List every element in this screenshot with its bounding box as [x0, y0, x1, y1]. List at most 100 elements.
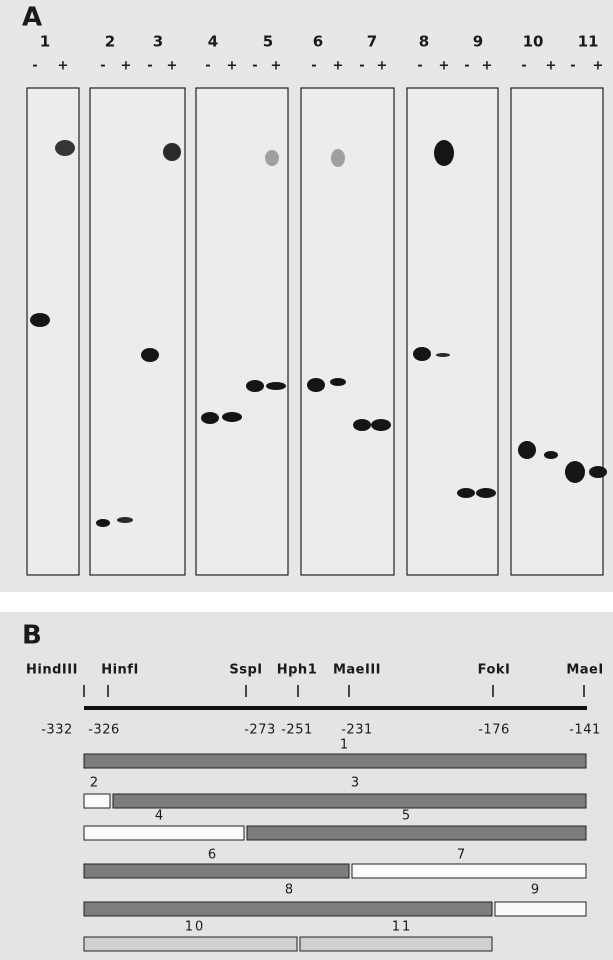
site-name: SspI [229, 663, 262, 678]
gel-strip [26, 87, 80, 576]
fragment-label: 1 [340, 738, 350, 753]
site-position: -273 [244, 723, 276, 738]
site-position: -332 [41, 723, 73, 738]
gel-strip [89, 87, 186, 576]
lane-minus: - [359, 59, 364, 74]
gel-band [117, 517, 133, 523]
fragment-label: 9 [531, 883, 541, 898]
lane-plus: + [593, 59, 604, 74]
lane-plus: + [333, 59, 344, 74]
fragment-bar [83, 901, 493, 917]
lane-minus: - [252, 59, 257, 74]
site-position: -251 [281, 723, 313, 738]
gel-band [457, 488, 475, 498]
fragment-label: 3 [351, 776, 361, 791]
lane-number: 10 [523, 33, 544, 51]
lane-number: 2 [105, 33, 115, 51]
gel-strip [510, 87, 604, 576]
gel-band [55, 140, 75, 156]
gel-band [518, 441, 536, 459]
fragment-bar [83, 936, 298, 952]
gel-band [222, 412, 242, 422]
gel-band [201, 412, 219, 424]
site-position: -231 [341, 723, 373, 738]
fragment-bar [83, 753, 587, 769]
gel-band [371, 419, 391, 431]
gel-band [544, 451, 558, 459]
lane-plus: + [271, 59, 282, 74]
lane-minus: - [570, 59, 575, 74]
gel-band [589, 466, 607, 478]
gel-band [266, 382, 286, 390]
fragment-bar [112, 793, 587, 809]
gel-band [434, 140, 454, 166]
fragment-label: 8 [285, 883, 295, 898]
gel-band [141, 348, 159, 362]
gel-band [413, 347, 431, 361]
gel-band [331, 149, 345, 167]
lane-plus: + [58, 59, 69, 74]
fragment-label: 11 [392, 920, 413, 935]
fragment-bar [351, 863, 587, 879]
lane-number: 8 [419, 33, 429, 51]
fragment-bar [83, 863, 350, 879]
gel-band [307, 378, 325, 392]
fragment-label: 6 [208, 848, 218, 863]
lane-number: 7 [367, 33, 377, 51]
site-name: MaeI [566, 663, 603, 678]
gel-band [30, 313, 50, 327]
lane-plus: + [227, 59, 238, 74]
lane-plus: + [121, 59, 132, 74]
fragment-bar [83, 825, 245, 841]
lane-number: 5 [263, 33, 273, 51]
gel-band [330, 378, 346, 386]
lane-plus: + [377, 59, 388, 74]
site-name: FokI [478, 663, 511, 678]
lane-minus: - [311, 59, 316, 74]
site-name: HindIII [26, 663, 78, 678]
site-name: MaeIII [333, 663, 381, 678]
gel-strip [300, 87, 395, 576]
lane-number: 1 [40, 33, 50, 51]
lane-number: 9 [473, 33, 483, 51]
fragment-bar [83, 793, 111, 809]
fragment-label: 4 [155, 809, 165, 824]
gel-band [265, 150, 279, 166]
lane-number: 6 [313, 33, 323, 51]
fragment-bar [494, 901, 587, 917]
lane-minus: - [147, 59, 152, 74]
gel-band [353, 419, 371, 431]
gel-band [246, 380, 264, 392]
lane-plus: + [482, 59, 493, 74]
gel-strip [406, 87, 499, 576]
lane-minus: - [521, 59, 526, 74]
fragment-label: 7 [457, 848, 467, 863]
fragment-bar [299, 936, 493, 952]
fragment-label: 2 [90, 776, 100, 791]
gel-band [565, 461, 585, 483]
lane-minus: - [464, 59, 469, 74]
gel-band [163, 143, 181, 161]
lane-minus: - [32, 59, 37, 74]
panel-label: B [22, 621, 42, 651]
lane-plus: + [167, 59, 178, 74]
site-position: -176 [478, 723, 510, 738]
gel-strip [195, 87, 289, 576]
fragment-label: 5 [402, 809, 412, 824]
lane-minus: - [417, 59, 422, 74]
lane-number: 11 [578, 33, 599, 51]
lane-number: 3 [153, 33, 163, 51]
fragment-label: 10 [185, 920, 206, 935]
gel-band [476, 488, 496, 498]
site-name: HinfI [101, 663, 139, 678]
site-name: Hph1 [277, 663, 318, 678]
lane-minus: - [100, 59, 105, 74]
panel-label: A [22, 3, 42, 33]
lane-plus: + [439, 59, 450, 74]
lane-minus: - [205, 59, 210, 74]
site-position: -326 [88, 723, 120, 738]
lane-number: 4 [208, 33, 218, 51]
site-position: -141 [569, 723, 601, 738]
gel-band [436, 353, 450, 357]
